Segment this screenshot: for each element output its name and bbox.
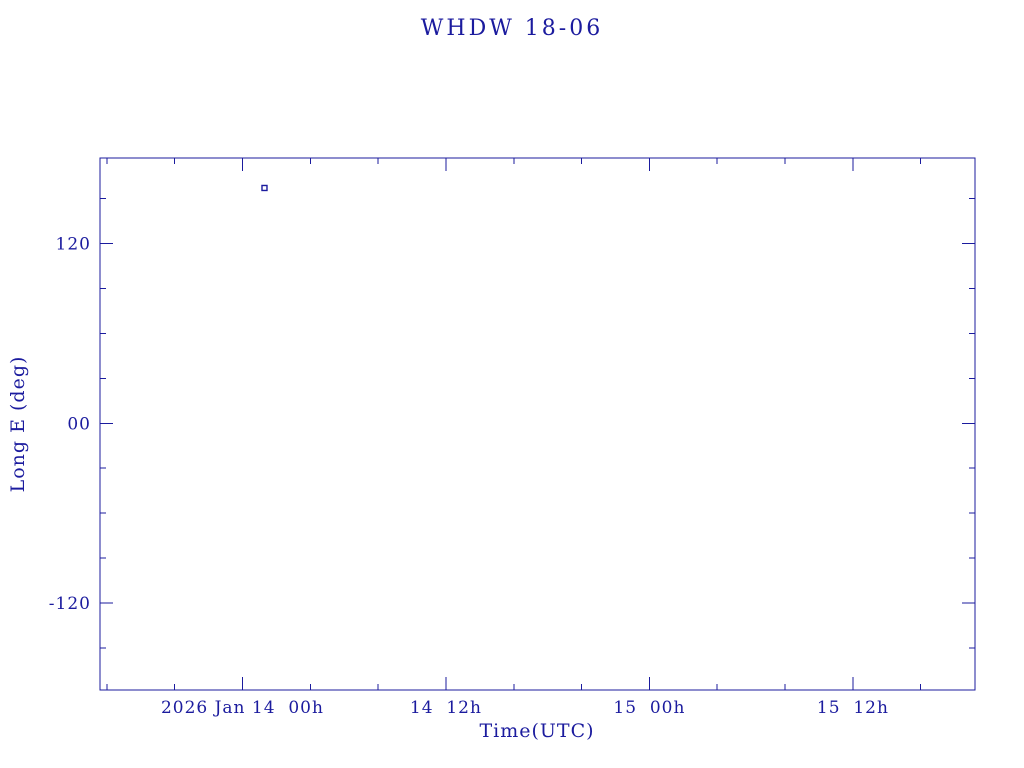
chart-title: WHDW 18-06 bbox=[420, 16, 604, 41]
x-tick-label: 14 12h bbox=[410, 698, 482, 718]
x-tick-label: 15 12h bbox=[817, 698, 889, 718]
x-tick-label: 2026 Jan 14 00h bbox=[161, 698, 324, 718]
y-tick-label: 120 bbox=[56, 234, 91, 254]
x-axis-label: Time(UTC) bbox=[479, 720, 595, 742]
data-point-marker bbox=[261, 184, 268, 192]
y-tick-label: -120 bbox=[49, 594, 91, 614]
y-tick-label: 00 bbox=[67, 414, 91, 434]
x-tick-label: 15 00h bbox=[613, 698, 685, 718]
plot-frame bbox=[99, 157, 976, 691]
